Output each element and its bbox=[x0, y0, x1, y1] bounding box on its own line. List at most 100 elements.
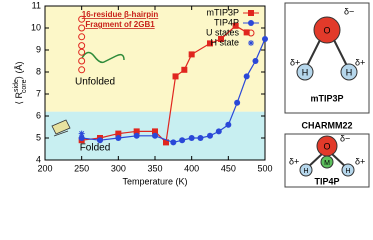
bond bbox=[305, 39, 321, 69]
y-tick-label: 10 bbox=[31, 22, 41, 32]
data-point bbox=[262, 36, 268, 42]
data-point bbox=[133, 128, 140, 135]
y-tick-label: 6 bbox=[36, 110, 41, 120]
charge-label: δ+ bbox=[355, 57, 365, 67]
data-point bbox=[78, 48, 86, 56]
annotation: Fragment of 2GB1 bbox=[85, 20, 155, 29]
data-point bbox=[179, 137, 186, 144]
data-point bbox=[78, 66, 86, 74]
data-point bbox=[97, 137, 103, 144]
y-label-part: ⟨ R bbox=[14, 91, 24, 104]
data-point bbox=[218, 36, 224, 42]
atom-label: H bbox=[302, 67, 309, 77]
data-point bbox=[115, 130, 122, 137]
x-tick-label: 400 bbox=[184, 163, 199, 173]
y-tick-label: 9 bbox=[36, 44, 41, 54]
data-point bbox=[115, 135, 122, 141]
x-tick-label: 350 bbox=[147, 163, 162, 173]
data-point bbox=[234, 99, 241, 106]
charge-label: δ+ bbox=[289, 156, 299, 166]
charge-label: δ+ bbox=[355, 156, 365, 166]
y-tick-label: 4 bbox=[36, 154, 41, 164]
x-tick-label: 300 bbox=[111, 163, 126, 173]
charge-label: δ− bbox=[340, 133, 350, 143]
legend-label: U states bbox=[206, 27, 240, 37]
data-point bbox=[181, 66, 188, 73]
water-models: δ− δ+ δ+ O H H mTIP3P CHARMM22 δ− δ+ δ+ … bbox=[284, 2, 370, 188]
y-label-part: side bbox=[13, 79, 20, 92]
unfolded-sketch bbox=[81, 51, 125, 64]
y-axis-label: ⟨ Rsidecore⟩ (Å) bbox=[13, 62, 28, 105]
caption: CHARMM22 bbox=[301, 120, 352, 130]
model-name: mTIP3P bbox=[310, 93, 343, 103]
x-axis-label: Temperature (K) bbox=[122, 176, 187, 186]
legend-marker bbox=[248, 40, 254, 46]
legend-marker bbox=[248, 10, 254, 16]
model-name: TIP4P bbox=[314, 176, 339, 186]
data-point bbox=[78, 24, 86, 32]
data-point bbox=[78, 135, 85, 141]
data-point bbox=[152, 128, 158, 135]
data-point bbox=[252, 58, 259, 64]
hydrogen bbox=[299, 163, 313, 177]
bond bbox=[333, 39, 349, 69]
atom-label: O bbox=[323, 25, 330, 35]
y-tick-label: 7 bbox=[36, 88, 41, 98]
data-point bbox=[197, 135, 204, 141]
atom-label: H bbox=[346, 67, 353, 77]
y-tick-label: 11 bbox=[32, 0, 41, 10]
data-point bbox=[133, 132, 140, 139]
data-point bbox=[78, 15, 86, 23]
annotation: Folded bbox=[80, 143, 111, 154]
region-band bbox=[45, 6, 265, 112]
data-point bbox=[207, 132, 213, 139]
data-point bbox=[215, 128, 222, 135]
model-box bbox=[284, 2, 370, 114]
data-point bbox=[78, 33, 86, 41]
data-point bbox=[78, 42, 86, 50]
model-box bbox=[284, 133, 370, 188]
y-label-part: ⟩ (Å) bbox=[14, 62, 24, 80]
data-point bbox=[163, 139, 169, 146]
annotation: 16-residue β-hairpin bbox=[82, 10, 159, 19]
legend-label: mTIP3P bbox=[206, 7, 239, 17]
legend-label: TIP4P bbox=[214, 17, 239, 27]
x-tick-label: 500 bbox=[257, 163, 272, 173]
data-point bbox=[152, 132, 158, 139]
charge-label: δ− bbox=[344, 6, 354, 16]
data-point bbox=[78, 57, 86, 65]
hydrogen bbox=[341, 163, 355, 177]
data-point bbox=[188, 51, 195, 58]
data-point bbox=[243, 29, 250, 36]
annotation: Unfolded bbox=[75, 77, 115, 88]
data-point bbox=[207, 40, 213, 47]
x-tick-label: 250 bbox=[74, 163, 89, 173]
charge-label: δ+ bbox=[290, 57, 300, 67]
hydrogen bbox=[340, 63, 358, 81]
data-point bbox=[170, 139, 177, 146]
hairpin-sketch bbox=[51, 119, 71, 137]
series-line bbox=[81, 38, 266, 144]
y-label-part: core bbox=[21, 79, 28, 93]
data-point bbox=[78, 130, 85, 137]
legend-marker bbox=[248, 20, 254, 26]
data-point bbox=[172, 73, 179, 80]
data-point bbox=[188, 135, 195, 141]
plot: 4 5 6 7 8 9 10 11 200 250 300 350 400 450 500 Temperatu… bbox=[13, 0, 273, 186]
figure: 4 5 6 7 8 9 10 11 200 250 300 350 400 450 500 Temperatu… bbox=[13, 0, 370, 188]
x-tick-label: 200 bbox=[37, 163, 52, 173]
legend-label: H state bbox=[210, 37, 239, 47]
atom-label: O bbox=[323, 141, 330, 151]
atom-label: H bbox=[345, 168, 350, 175]
y-tick-label: 5 bbox=[36, 132, 41, 142]
page: {"chart_data": {"type": "scatter-line", … bbox=[12, 0, 370, 188]
x-tick-label: 450 bbox=[221, 163, 236, 173]
oxygen bbox=[313, 16, 341, 44]
hydrogen bbox=[296, 63, 314, 81]
atom-label: M bbox=[324, 160, 330, 167]
data-point bbox=[243, 73, 250, 80]
m-site bbox=[320, 155, 334, 169]
data-point bbox=[225, 121, 232, 128]
y-tick-label: 8 bbox=[36, 66, 41, 76]
atom-label: H bbox=[303, 168, 308, 175]
